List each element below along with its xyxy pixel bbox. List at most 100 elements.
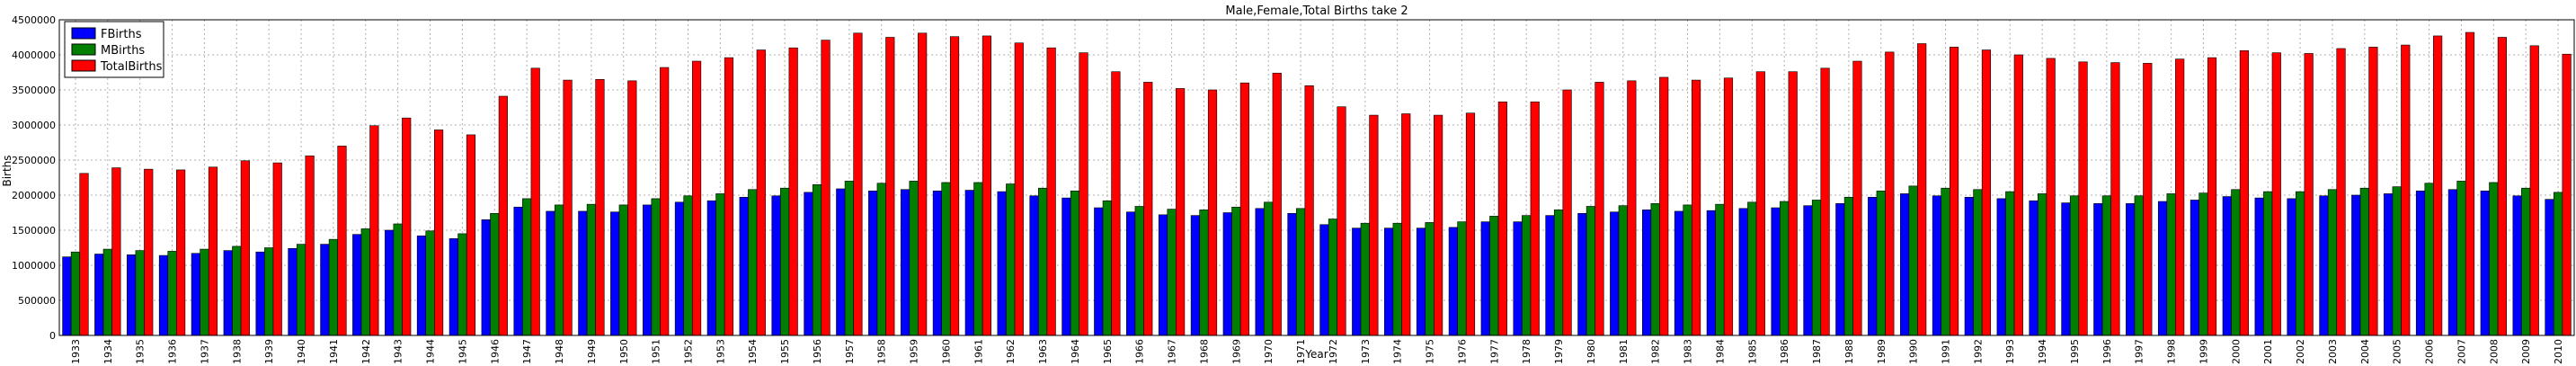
bar-fbirths-1994 [2029,200,2039,336]
bar-fbirths-1939 [255,251,265,336]
bar-fbirths-1933 [62,256,72,336]
bar-totalbirths-1989 [1885,51,1895,336]
bar-mbirths-1977 [1489,216,1499,336]
x-tick-label: 1990 [1908,339,1920,364]
bar-fbirths-1996 [2093,203,2103,336]
y-tick-label: 4000000 [12,49,56,61]
x-tick-label: 1986 [1779,339,1790,364]
bar-fbirths-1945 [449,238,458,336]
bar-totalbirths-1969 [1239,82,1249,336]
x-tick-label: 1998 [2166,339,2178,364]
bar-mbirths-1965 [1102,200,1112,336]
x-tick-label: 1951 [651,339,662,364]
x-tick-label: 1949 [586,339,598,364]
bar-mbirths-1987 [1811,200,1822,336]
y-tick-label: 500000 [18,295,56,307]
bar-totalbirths-1946 [498,95,508,336]
bar-mbirths-1960 [941,182,951,336]
bar-totalbirths-1998 [2175,58,2185,336]
x-tick-label: 1961 [973,339,984,364]
bar-mbirths-2010 [2553,192,2563,336]
bar-fbirths-1993 [1996,198,2006,336]
x-tick-label: 1968 [1198,339,1210,364]
bar-totalbirths-1993 [2013,54,2023,336]
x-tick-label: 2004 [2359,339,2371,364]
x-tick-label: 2006 [2424,339,2436,364]
bar-mbirths-2008 [2489,182,2499,336]
bar-totalbirths-1968 [1207,89,1218,336]
bar-mbirths-1967 [1167,209,1177,336]
x-tick-label: 1967 [1167,339,1178,364]
bar-fbirths-1966 [1126,211,1136,336]
bar-mbirths-1992 [1973,189,1983,336]
bar-fbirths-1959 [900,189,910,336]
bar-fbirths-1967 [1158,214,1168,336]
bar-fbirths-2007 [2447,189,2457,336]
x-tick-label: 1934 [102,339,114,364]
x-tick-label: 1969 [1230,339,1242,364]
bar-mbirths-1950 [618,204,628,336]
bar-totalbirths-1988 [1852,60,1862,336]
legend-label-fbirths: FBirths [101,28,142,41]
bar-totalbirths-1950 [627,80,637,336]
bar-fbirths-1985 [1738,208,1748,336]
bar-totalbirths-1973 [1369,114,1379,336]
y-tick-label: 3500000 [12,85,56,96]
bar-totalbirths-2000 [2239,50,2249,336]
x-tick-label: 1963 [1037,339,1049,364]
bar-totalbirths-1966 [1143,82,1153,336]
bar-mbirths-1974 [1392,222,1402,336]
y-tick-label: 0 [49,330,56,342]
x-tick-label: 1974 [1392,339,1404,364]
bar-totalbirths-2001 [2271,52,2281,336]
bar-mbirths-1990 [1908,185,1918,336]
bar-totalbirths-2006 [2433,35,2443,336]
bar-mbirths-2001 [2263,191,2273,336]
bar-mbirths-1958 [876,183,886,336]
bar-mbirths-1940 [296,244,306,336]
bar-fbirths-1982 [1642,210,1652,336]
bar-mbirths-1997 [2134,195,2144,336]
x-tick-label: 2009 [2520,339,2532,364]
bar-fbirths-2009 [2512,195,2522,336]
bar-mbirths-1956 [812,184,822,336]
bar-totalbirths-1974 [1401,113,1411,336]
bar-mbirths-1971 [1295,208,1306,336]
bar-fbirths-1973 [1352,228,1362,336]
bar-fbirths-1944 [416,235,427,336]
x-tick-label: 2005 [2392,339,2403,364]
bar-mbirths-2006 [2424,183,2434,336]
bar-totalbirths-1992 [1981,49,1992,336]
x-tick-label: 2010 [2553,339,2564,364]
x-tick-label: 1977 [1488,339,1500,364]
bar-fbirths-1998 [2157,201,2168,336]
bar-fbirths-2010 [2545,199,2554,336]
x-tick-label: 1933 [70,339,82,364]
bar-mbirths-1936 [167,251,177,336]
bar-fbirths-1975 [1416,228,1426,336]
bar-mbirths-1933 [70,251,81,336]
bars [62,31,2572,336]
bar-fbirths-1937 [191,253,200,336]
bar-totalbirths-1990 [1917,43,1927,336]
bar-fbirths-2001 [2254,197,2264,336]
bar-fbirths-1953 [706,200,716,336]
y-tick-label: 2500000 [12,155,56,166]
x-tick-label: 1958 [876,339,888,364]
plot-frame [58,19,2575,336]
bar-mbirths-1949 [586,203,596,336]
bar-mbirths-1989 [1876,191,1886,336]
bar-fbirths-1991 [1932,195,1942,336]
bar-totalbirths-1933 [79,173,89,336]
bar-fbirths-1990 [1899,193,1910,336]
bar-mbirths-1976 [1457,221,1467,336]
bar-mbirths-1984 [1715,203,1725,336]
bar-fbirths-1969 [1222,212,1232,336]
x-tick-label: 1970 [1263,339,1275,364]
x-tick-label: 1944 [425,339,437,364]
bar-fbirths-2006 [2415,191,2426,336]
bar-mbirths-1998 [2166,193,2176,336]
bar-fbirths-1992 [1964,197,1974,336]
x-tick-label: 2007 [2456,339,2467,364]
bar-fbirths-1977 [1480,221,1490,336]
